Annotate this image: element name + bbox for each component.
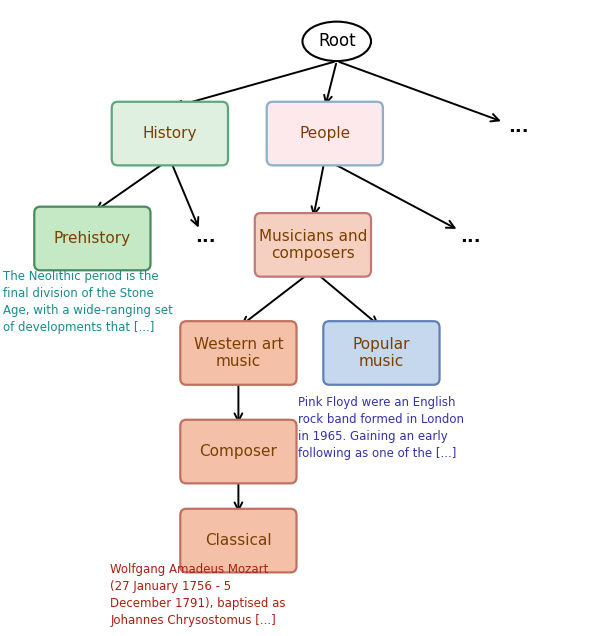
FancyBboxPatch shape (255, 213, 371, 277)
FancyBboxPatch shape (323, 321, 439, 385)
Ellipse shape (302, 22, 371, 61)
FancyBboxPatch shape (180, 321, 297, 385)
Text: Prehistory: Prehistory (54, 231, 131, 246)
Text: Wolfgang Amadeus Mozart
(27 January 1756 - 5
December 1791), baptised as
Johanne: Wolfgang Amadeus Mozart (27 January 1756… (110, 563, 285, 627)
Text: ...: ... (508, 118, 529, 136)
Text: People: People (299, 126, 350, 141)
FancyBboxPatch shape (266, 102, 383, 165)
Text: ...: ... (461, 228, 481, 246)
FancyBboxPatch shape (111, 102, 228, 165)
Text: Classical: Classical (205, 533, 272, 548)
FancyBboxPatch shape (180, 509, 297, 572)
Text: Popular
music: Popular music (353, 337, 410, 369)
Text: Root: Root (318, 32, 356, 50)
FancyBboxPatch shape (180, 420, 297, 483)
Text: ...: ... (195, 228, 216, 246)
Text: Western art
music: Western art music (194, 337, 283, 369)
Text: Composer: Composer (200, 444, 277, 459)
Text: The Neolithic period is the
final division of the Stone
Age, with a wide-ranging: The Neolithic period is the final divisi… (3, 270, 173, 335)
Text: Musicians and
composers: Musicians and composers (259, 229, 367, 261)
FancyBboxPatch shape (35, 207, 150, 270)
Text: Pink Floyd were an English
rock band formed in London
in 1965. Gaining an early
: Pink Floyd were an English rock band for… (298, 396, 464, 460)
Text: History: History (142, 126, 197, 141)
